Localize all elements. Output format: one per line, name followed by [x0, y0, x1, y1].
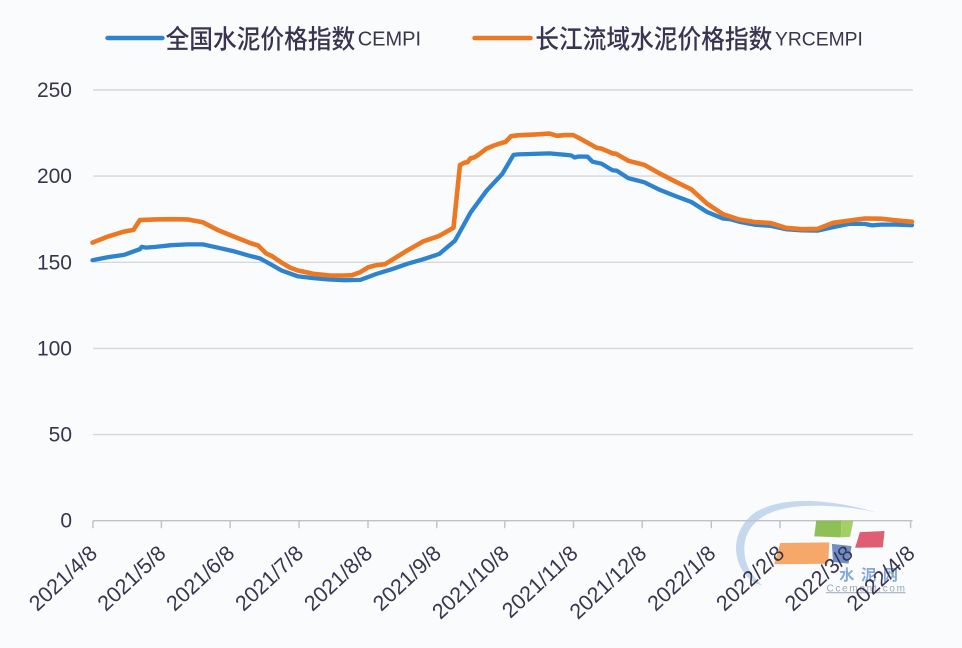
svg-text:200: 200 — [37, 165, 72, 188]
svg-text:250: 250 — [37, 79, 72, 102]
svg-text:50: 50 — [49, 424, 72, 447]
svg-text:YRCEMPI: YRCEMPI — [775, 29, 863, 50]
svg-text:0: 0 — [60, 510, 72, 533]
svg-text:CEMPI: CEMPI — [358, 28, 421, 50]
svg-text:Ccement.com: Ccement.com — [827, 583, 906, 594]
svg-text:100: 100 — [37, 337, 72, 360]
svg-text:150: 150 — [37, 251, 72, 274]
